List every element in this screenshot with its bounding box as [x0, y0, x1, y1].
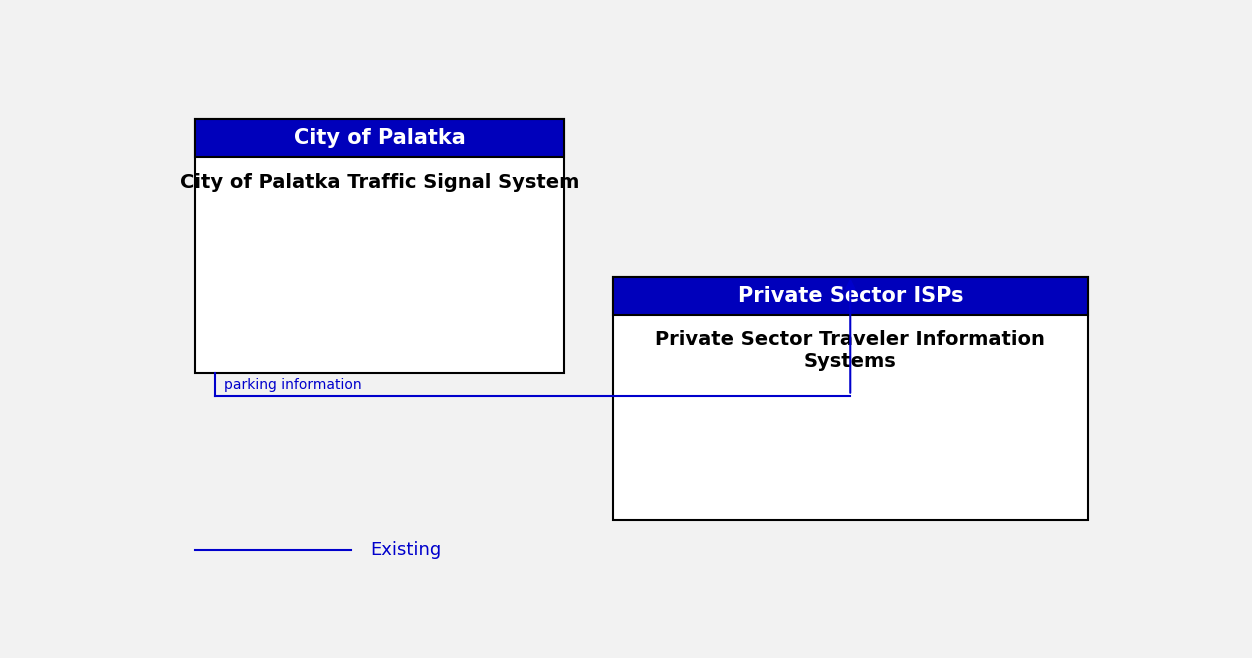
Bar: [612, 276, 1088, 315]
Bar: [195, 120, 563, 373]
Text: City of Palatka: City of Palatka: [294, 128, 466, 149]
Text: parking information: parking information: [224, 378, 362, 392]
Bar: [612, 276, 1088, 520]
Text: Private Sector ISPs: Private Sector ISPs: [737, 286, 963, 305]
Text: Private Sector Traveler Information
Systems: Private Sector Traveler Information Syst…: [655, 330, 1045, 370]
Text: City of Palatka Traffic Signal System: City of Palatka Traffic Signal System: [180, 172, 580, 191]
Text: Existing: Existing: [371, 541, 441, 559]
Bar: [195, 120, 563, 157]
